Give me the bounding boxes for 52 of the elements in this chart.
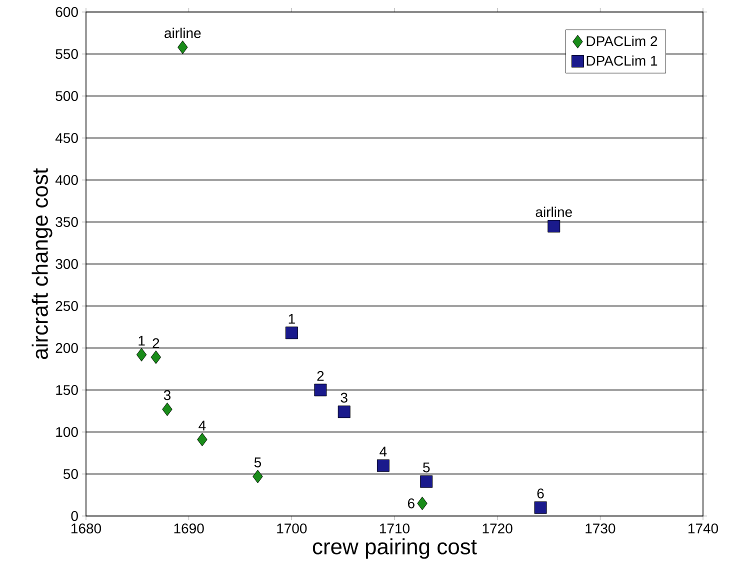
point <box>376 459 390 472</box>
annotation: 6 <box>408 498 414 508</box>
point <box>420 475 433 488</box>
point <box>150 350 162 364</box>
point <box>285 326 298 340</box>
x-tick-label: 1700 <box>277 524 307 534</box>
x-tick-label: 1690 <box>174 524 204 534</box>
annotation: 3 <box>340 392 348 403</box>
y-tick-label: 0 <box>71 511 78 521</box>
y-tick-label: 550 <box>56 49 78 59</box>
point <box>162 402 172 416</box>
x-tick-label: 1710 <box>380 524 410 534</box>
point <box>197 432 208 446</box>
x-tick-label: 1720 <box>482 524 512 534</box>
y-tick-label: 500 <box>56 91 78 101</box>
y-tick-label: 300 <box>56 259 78 269</box>
y-tick-label: 350 <box>56 217 78 227</box>
legend-label: DPACLim 2 <box>586 36 658 46</box>
legend-label: DPACLim 1 <box>586 55 658 66</box>
y-tick-label: 250 <box>56 301 78 311</box>
point <box>314 384 327 396</box>
point <box>338 406 350 418</box>
annotation: 3 <box>164 390 171 400</box>
annotation: 6 <box>537 488 544 498</box>
y-tick-label: 400 <box>55 175 78 185</box>
y-tick-label: 50 <box>63 469 78 479</box>
y-tick-label: 100 <box>56 427 78 437</box>
x-axis-title: crew pairing cost <box>312 538 477 559</box>
annotation: airline <box>536 206 572 218</box>
point <box>252 470 263 484</box>
annotation: 4 <box>198 420 206 430</box>
annotation: 2 <box>152 338 160 348</box>
point <box>136 348 147 362</box>
x-tick-label: 1740 <box>688 524 718 534</box>
annotation: 5 <box>254 458 262 468</box>
point <box>178 40 188 54</box>
y-tick-label: 200 <box>56 343 78 353</box>
annotation: airline <box>164 28 201 38</box>
y-tick-label: 150 <box>56 385 78 395</box>
x-tick-label: 1730 <box>586 524 616 534</box>
y-tick-label: 450 <box>55 133 78 143</box>
annotation: 5 <box>423 462 430 472</box>
y-tick-label: 600 <box>56 7 78 17</box>
annotation: 2 <box>317 371 324 381</box>
annotation: 1 <box>138 336 145 346</box>
x-tick-label: 1680 <box>71 524 102 534</box>
annotation: 4 <box>380 446 387 456</box>
point <box>534 501 547 514</box>
y-axis-title: aircraft change cost <box>32 168 52 360</box>
annotation: 1 <box>288 314 295 324</box>
point <box>417 496 428 510</box>
point <box>548 220 560 232</box>
